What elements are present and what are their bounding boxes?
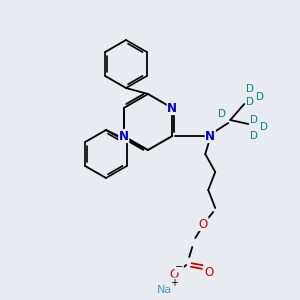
Text: D: D	[250, 131, 258, 141]
Text: +: +	[170, 278, 178, 288]
Text: Na: Na	[157, 285, 172, 295]
Text: N: N	[167, 101, 177, 115]
Text: O: O	[169, 268, 179, 281]
Text: D: D	[260, 122, 268, 132]
Text: −: −	[175, 262, 183, 272]
Text: D: D	[246, 97, 254, 107]
Text: N: N	[119, 130, 129, 142]
Text: D: D	[250, 115, 258, 125]
Text: D: D	[218, 109, 226, 119]
Text: N: N	[205, 130, 215, 142]
Text: D: D	[246, 84, 254, 94]
Text: O: O	[205, 266, 214, 280]
Text: O: O	[199, 218, 208, 230]
Text: D: D	[256, 92, 264, 102]
